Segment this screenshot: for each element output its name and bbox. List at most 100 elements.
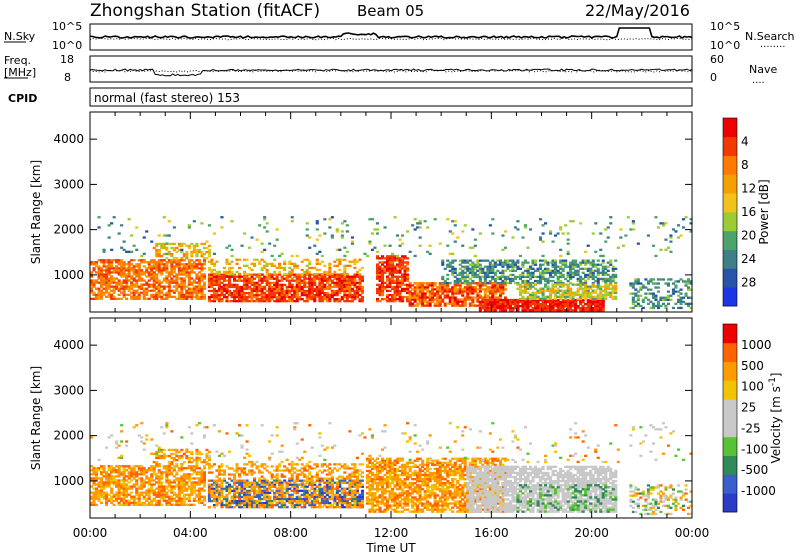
data-cell bbox=[122, 240, 126, 243]
data-cell bbox=[172, 467, 176, 470]
data-cell bbox=[165, 234, 169, 237]
data-cell bbox=[268, 287, 272, 291]
data-cell bbox=[217, 477, 221, 480]
data-cell bbox=[554, 283, 558, 286]
data-cell bbox=[265, 499, 269, 503]
data-cell bbox=[320, 289, 324, 293]
data-cell bbox=[486, 307, 490, 310]
data-cell bbox=[378, 273, 382, 276]
data-cell bbox=[478, 279, 482, 283]
data-cell bbox=[360, 497, 364, 501]
data-cell bbox=[192, 281, 196, 284]
data-cell bbox=[90, 283, 94, 286]
data-cell bbox=[268, 275, 272, 278]
data-cell bbox=[418, 302, 422, 305]
data-cell bbox=[478, 304, 482, 307]
data-cell bbox=[180, 267, 184, 270]
data-cell bbox=[175, 499, 179, 502]
data-cell bbox=[268, 272, 272, 276]
data-cell bbox=[518, 275, 522, 279]
data-cell bbox=[687, 286, 691, 289]
data-cell bbox=[386, 275, 390, 278]
data-cell bbox=[589, 298, 593, 302]
data-cell bbox=[571, 309, 575, 312]
data-cell bbox=[290, 262, 294, 265]
data-cell bbox=[501, 298, 505, 302]
nave-linestyle: .... bbox=[752, 75, 765, 86]
data-cell bbox=[353, 289, 357, 293]
data-cell bbox=[238, 293, 242, 297]
data-cell bbox=[601, 277, 605, 281]
data-cell bbox=[466, 281, 470, 285]
data-cell bbox=[335, 275, 339, 278]
data-cell bbox=[684, 216, 688, 219]
data-cell bbox=[531, 261, 535, 264]
data-cell bbox=[411, 288, 415, 291]
data-cell bbox=[127, 467, 131, 470]
data-cell bbox=[120, 465, 124, 468]
data-cell bbox=[102, 277, 106, 280]
data-cell bbox=[679, 278, 683, 281]
data-cell bbox=[145, 275, 149, 278]
data-cell bbox=[551, 283, 555, 286]
data-cell bbox=[496, 296, 500, 299]
data-cell bbox=[310, 266, 314, 270]
data-cell bbox=[298, 489, 302, 492]
data-cell bbox=[426, 282, 430, 285]
data-cell bbox=[493, 273, 497, 277]
data-cell bbox=[260, 300, 264, 303]
data-cell bbox=[127, 263, 131, 266]
data-cell bbox=[391, 300, 395, 303]
data-cell bbox=[318, 298, 322, 301]
data-cell bbox=[107, 285, 111, 288]
data-cell bbox=[185, 456, 189, 460]
data-cell bbox=[172, 248, 176, 252]
data-cell bbox=[110, 277, 114, 280]
data-cell bbox=[473, 290, 477, 293]
data-cell bbox=[486, 290, 490, 293]
data-cell bbox=[298, 285, 302, 289]
data-cell bbox=[631, 300, 635, 303]
data-cell bbox=[418, 222, 422, 225]
data-cell bbox=[253, 293, 257, 297]
data-cell bbox=[564, 303, 568, 306]
data-cell bbox=[564, 300, 568, 304]
data-cell bbox=[102, 493, 106, 496]
data-cell bbox=[258, 285, 262, 289]
data-cell bbox=[308, 283, 312, 286]
data-cell bbox=[263, 285, 267, 289]
data-cell bbox=[180, 501, 184, 504]
data-cell bbox=[180, 467, 184, 470]
data-cell bbox=[328, 285, 332, 289]
data-cell bbox=[539, 263, 543, 266]
data-cell bbox=[187, 293, 191, 296]
data-cell bbox=[559, 226, 563, 229]
data-cell bbox=[155, 491, 159, 494]
data-cell bbox=[190, 489, 194, 492]
data-cell bbox=[157, 242, 161, 246]
data-cell bbox=[95, 293, 99, 296]
data-cell bbox=[110, 285, 114, 288]
data-cell bbox=[190, 250, 194, 254]
data-cell bbox=[235, 289, 239, 293]
data-cell bbox=[523, 291, 527, 294]
data-cell bbox=[566, 242, 570, 245]
data-cell bbox=[335, 258, 339, 261]
data-cell bbox=[486, 303, 490, 306]
data-cell bbox=[360, 279, 364, 282]
data-cell bbox=[398, 257, 402, 260]
data-cell bbox=[217, 273, 221, 276]
data-cell bbox=[330, 479, 334, 482]
data-cell bbox=[243, 491, 247, 495]
data-cell bbox=[102, 467, 106, 470]
data-cell bbox=[310, 289, 314, 293]
data-cell bbox=[468, 296, 472, 299]
data-cell bbox=[142, 259, 146, 262]
data-cell bbox=[436, 304, 440, 307]
data-cell bbox=[253, 287, 257, 291]
data-cell bbox=[325, 499, 329, 503]
data-cell bbox=[140, 485, 144, 488]
data-cell bbox=[162, 269, 166, 272]
data-cell bbox=[170, 463, 174, 466]
data-cell bbox=[112, 271, 116, 274]
